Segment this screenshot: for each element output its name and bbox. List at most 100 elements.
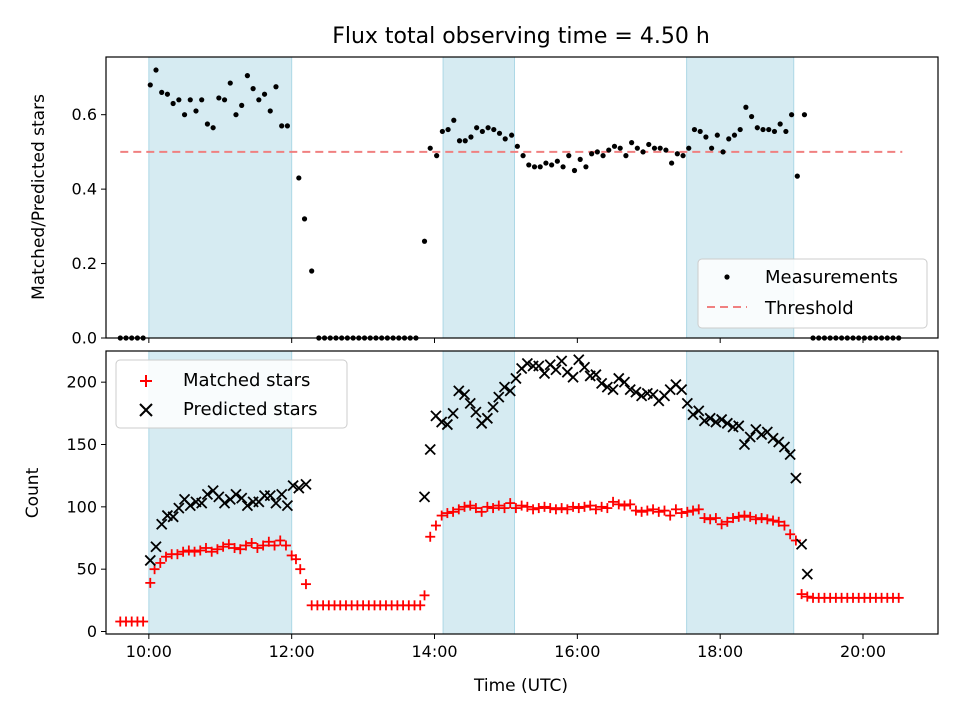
predicted-x-b [161, 509, 174, 522]
predicted-star-point [241, 499, 254, 512]
predicted-x-b [715, 413, 728, 426]
matched-star-point [240, 540, 251, 551]
matched-star-point [442, 508, 453, 519]
matched-star-point [476, 506, 487, 517]
predicted-star-point [693, 405, 705, 417]
predicted-x-b [538, 367, 551, 380]
x-tick-label: 10:00 [126, 642, 172, 661]
predicted-star-point [144, 554, 156, 567]
matched-star-point [756, 513, 767, 524]
matched-star-point [235, 544, 246, 555]
measurement-point [468, 134, 474, 140]
matched-star-point [682, 506, 693, 517]
y-tick-label: 50 [77, 560, 97, 579]
y-tick-label: 0.6 [72, 105, 97, 124]
predicted-star-point [590, 369, 602, 381]
predicted-x-b [578, 361, 591, 373]
matched-star-point [263, 536, 274, 547]
measurement-point [221, 97, 228, 103]
measurement-point [589, 151, 595, 157]
predicted-x-b [595, 377, 608, 390]
matched-star-point [596, 501, 607, 512]
measurement-point [244, 73, 251, 79]
predicted-star-point [487, 401, 499, 413]
top-axes-frame [105, 56, 939, 339]
predicted-star-point [167, 511, 179, 523]
predicted-star-point [156, 518, 168, 530]
predicted-x-b [150, 541, 162, 553]
matched-star-point [785, 529, 796, 540]
matched-star-point [453, 504, 464, 515]
predicted-x-b [498, 381, 511, 393]
predicted-x-b [300, 478, 312, 491]
measurement-point [537, 164, 543, 170]
predicted-x-b [270, 497, 282, 509]
matched-star-point [705, 514, 716, 525]
predicted-x-b [241, 499, 254, 512]
measurement-point [777, 121, 783, 127]
predicted-x-b [607, 384, 619, 396]
matched-star-point [625, 499, 636, 510]
predicted-x-b [190, 496, 202, 508]
measurement-point [720, 149, 726, 155]
predicted-star-point [464, 397, 476, 409]
matched-star-point [630, 505, 641, 516]
top-y-axis-label: Matched/Predicted stars [29, 94, 49, 300]
predicted-x-b [601, 381, 613, 393]
matched-star-point [206, 546, 217, 557]
predicted-star-point [293, 482, 305, 494]
predicted-star-point [795, 538, 808, 550]
bottom-y-axis-label: Count [23, 467, 43, 518]
predicted-star-point [573, 354, 585, 366]
predicted-x-b [721, 417, 733, 429]
matched-star-point [246, 537, 257, 548]
x-tick-label: 12:00 [269, 642, 315, 661]
matched-star-point [436, 510, 447, 521]
measurement-point [227, 80, 233, 86]
predicted-x-b [750, 423, 762, 436]
matched-star-point [762, 514, 773, 525]
matched-star-point [258, 540, 269, 551]
y-tick-label: 200 [66, 373, 97, 392]
predicted-star-point [550, 364, 562, 376]
predicted-star-point [790, 472, 802, 484]
predicted-x-b [613, 372, 625, 385]
y-tick-label: 0.0 [72, 329, 97, 348]
measurement-point [783, 128, 789, 135]
measurement-point [531, 164, 538, 170]
top-legend-box [697, 258, 928, 329]
predicted-star-point [287, 480, 299, 492]
predicted-x-b [464, 397, 476, 409]
legend-matched-marker [140, 375, 152, 387]
measurement-point [606, 147, 612, 153]
measurement-point [216, 95, 222, 101]
predicted-x-b [184, 499, 196, 512]
measurement-point [153, 67, 159, 73]
y-tick-label: 0.2 [72, 254, 97, 273]
predicted-x-b [230, 488, 242, 501]
predicted-star-point [300, 478, 312, 491]
predicted-star-point [230, 488, 242, 501]
measurement-point [726, 136, 732, 142]
predicted-x-b [635, 390, 648, 402]
predicted-x-b [430, 410, 442, 422]
predicted-star-point [613, 372, 625, 385]
measurement-point [456, 138, 463, 144]
measurement-point [617, 145, 623, 151]
matched-star-point [768, 515, 779, 526]
measurement-point [663, 147, 669, 153]
predicted-star-point [196, 497, 208, 509]
measurement-point [204, 121, 211, 127]
measurement-point [611, 143, 618, 149]
predicted-star-point [715, 413, 728, 426]
predicted-star-point [635, 390, 648, 402]
predicted-x-b [493, 391, 505, 403]
predicted-x-b [675, 384, 688, 396]
x-tick-label: 16:00 [554, 642, 600, 661]
bottom-legend: Matched stars Predicted stars [115, 359, 348, 429]
y-tick-label: 150 [66, 435, 97, 454]
bottom-axes: 0 50 100 150 200 10:00 12:00 14:00 16:00 18:00 20… [23, 350, 939, 696]
matched-star-point [229, 542, 240, 553]
measurement-point [640, 149, 646, 155]
